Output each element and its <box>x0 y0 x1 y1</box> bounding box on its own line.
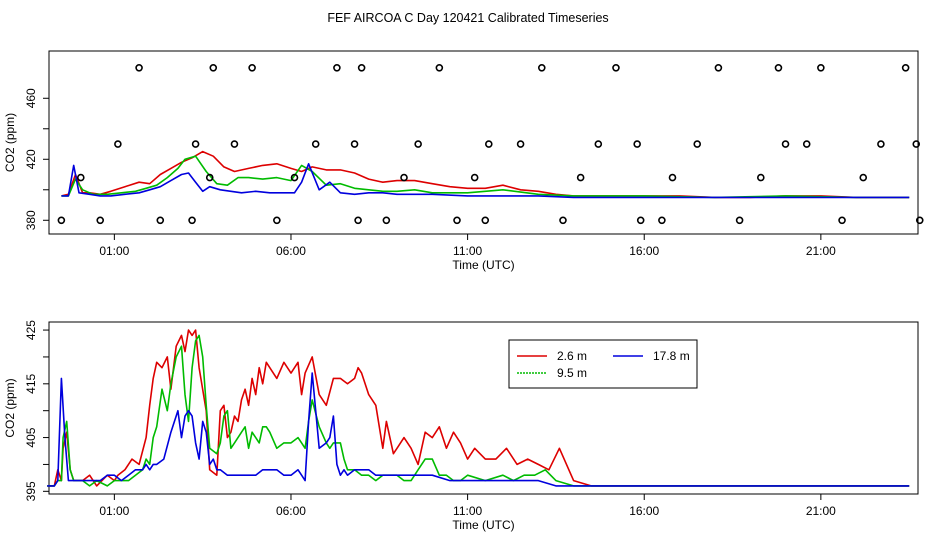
flag-point <box>230 140 239 148</box>
y-tick-label: 380 <box>24 210 38 230</box>
flag-point <box>205 173 214 182</box>
flag-point <box>877 140 885 148</box>
flag-point <box>781 140 790 148</box>
flag-point <box>658 216 666 225</box>
legend-label: 17.8 m <box>653 349 690 363</box>
flag-point <box>912 140 921 148</box>
flag-point <box>612 63 620 72</box>
flag-point <box>57 216 66 225</box>
flag-point <box>414 140 422 148</box>
flag-point <box>735 216 744 225</box>
x-tick-label: 11:00 <box>453 504 482 518</box>
flag-point <box>668 173 677 182</box>
y-tick-label: 405 <box>24 427 38 447</box>
x-tick-label: 01:00 <box>99 244 129 258</box>
flag-point <box>470 173 479 182</box>
series-line-2-6-m <box>47 329 910 487</box>
chart-title: FEF AIRCOA C Day 120421 Calibrated Times… <box>327 11 608 25</box>
x-tick-label: 06:00 <box>276 244 306 258</box>
flag-point <box>484 140 493 148</box>
flag-point <box>209 63 218 72</box>
legend-label: 9.5 m <box>557 366 587 380</box>
flag-point <box>191 140 200 148</box>
y-axis-label: CO2 (ppm) <box>3 113 17 172</box>
flag-point <box>76 173 85 182</box>
flag-point <box>188 216 196 225</box>
x-tick-label: 21:00 <box>806 504 836 518</box>
x-tick-label: 16:00 <box>629 244 659 258</box>
x-axis-label: Time (UTC) <box>452 518 514 532</box>
plot-frame <box>48 321 919 495</box>
flag-point <box>311 140 320 148</box>
flag-point <box>576 173 585 182</box>
series-line-9-5-m <box>47 334 910 487</box>
flag-point <box>802 140 811 148</box>
flag-point <box>453 216 461 225</box>
series-line-9-5-m <box>61 155 910 199</box>
flag-point <box>156 216 165 225</box>
flag-point <box>273 216 281 225</box>
x-tick-label: 01:00 <box>99 504 129 518</box>
flag-point <box>859 173 868 182</box>
y-tick-label: 420 <box>24 149 38 169</box>
flag-point <box>757 173 765 182</box>
x-tick-label: 11:00 <box>453 244 482 258</box>
x-tick-label: 21:00 <box>806 244 836 258</box>
flag-point <box>96 216 105 225</box>
legend-box <box>508 339 698 389</box>
flag-point <box>901 63 910 72</box>
flag-point <box>382 216 391 225</box>
flag-point <box>693 140 702 148</box>
flag-point <box>817 63 825 72</box>
flag-point <box>114 140 122 148</box>
flag-point <box>636 216 645 225</box>
y-tick-label: 425 <box>24 320 38 340</box>
flag-point <box>915 216 924 225</box>
y-tick-label: 395 <box>24 481 38 501</box>
flag-point <box>481 216 490 225</box>
x-tick-label: 06:00 <box>276 504 306 518</box>
flag-point <box>594 140 603 148</box>
flag-point <box>135 63 143 72</box>
flag-point <box>714 63 723 72</box>
y-tick-label: 460 <box>24 88 38 108</box>
x-axis-label: Time (UTC) <box>452 258 514 272</box>
flag-point <box>559 216 567 225</box>
flag-point <box>774 63 783 72</box>
flag-point <box>354 216 362 225</box>
flag-point <box>435 63 444 72</box>
flag-point <box>290 173 299 182</box>
flag-point <box>400 173 408 182</box>
flag-point <box>838 216 846 225</box>
flag-point <box>537 63 546 72</box>
legend-label: 2.6 m <box>557 349 587 363</box>
flag-point <box>333 63 341 72</box>
flag-point <box>350 140 359 148</box>
flag-point <box>633 140 641 148</box>
x-tick-label: 16:00 <box>629 504 659 518</box>
series-line-17-8-m <box>61 163 910 199</box>
y-axis-label: CO2 (ppm) <box>3 378 17 437</box>
flag-point <box>516 140 525 148</box>
series-line-17-8-m <box>47 372 910 487</box>
y-tick-label: 415 <box>24 373 38 393</box>
flag-point <box>357 63 366 72</box>
flag-point <box>248 63 256 72</box>
